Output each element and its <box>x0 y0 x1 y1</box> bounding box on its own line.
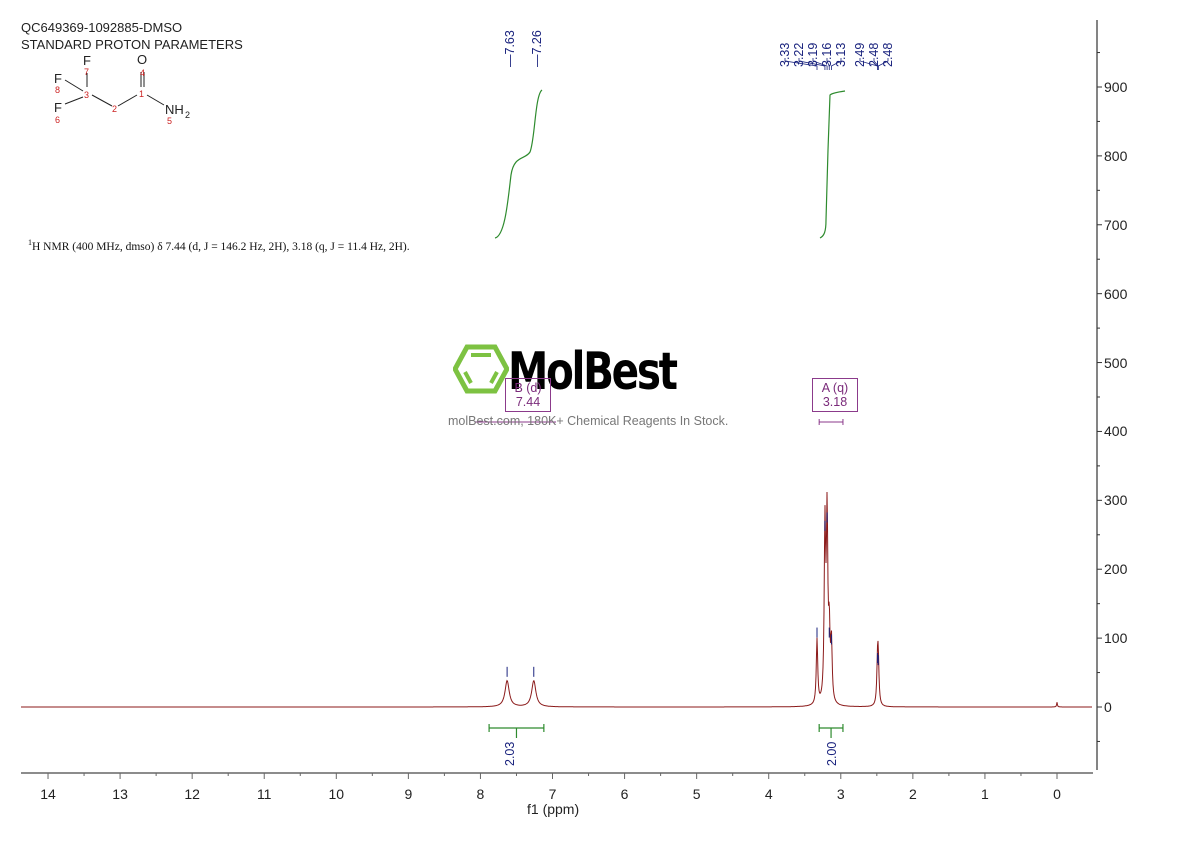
watermark-title: MolBest <box>508 342 678 402</box>
svg-text:2: 2 <box>112 104 117 114</box>
multiplet-a-label: A (q) <box>821 381 849 395</box>
x-tick-label: 1 <box>981 786 989 802</box>
peak-label: 3.16 <box>820 42 834 67</box>
y-tick-label: 500 <box>1104 354 1128 371</box>
peak-label: 3.13 <box>834 42 848 67</box>
svg-text:O: O <box>137 52 147 67</box>
x-tick-label: 10 <box>328 786 345 802</box>
peak-label: —7.26 <box>530 30 544 67</box>
atom-f7: F <box>83 53 91 68</box>
multiplet-a-shift: 3.18 <box>822 395 848 409</box>
integral-label-2: 2.00 <box>825 741 839 766</box>
svg-text:2: 2 <box>185 110 190 120</box>
y-tick-label: 700 <box>1104 216 1128 233</box>
x-tick-label: 6 <box>620 786 629 802</box>
svg-text:F: F <box>54 100 62 115</box>
multiplet-b-box: B (d) 7.44 <box>505 378 551 412</box>
peak-label: 2.49 <box>853 42 867 67</box>
peak-label: 3.22 <box>792 42 806 67</box>
svg-text:4: 4 <box>140 68 145 78</box>
x-tick-label: 14 <box>40 786 56 802</box>
y-tick-label: 800 <box>1104 147 1128 164</box>
peak-label: 3.33 <box>778 42 792 67</box>
x-tick-label: 2 <box>908 786 917 802</box>
x-tick-label: 9 <box>404 786 413 802</box>
svg-text:7: 7 <box>84 67 89 77</box>
x-tick-label: 0 <box>1053 786 1061 802</box>
svg-text:NH: NH <box>165 102 184 117</box>
peak-label: —7.63 <box>503 30 517 67</box>
peak-label: 2.48 <box>867 42 881 67</box>
x-tick-label: 7 <box>548 786 557 802</box>
y-tick-label: 200 <box>1104 561 1128 578</box>
x-tick-label: 4 <box>764 786 773 802</box>
y-tick-label: 0 <box>1104 699 1112 715</box>
molecule-structure: F 7 F 8 3 F 6 2 O 4 1 NH 2 5 <box>54 52 190 126</box>
peak-label: 3.19 <box>806 42 820 67</box>
y-tick-label: 900 <box>1104 78 1128 95</box>
svg-text:3: 3 <box>84 90 89 100</box>
x-tick-label: 12 <box>184 786 200 802</box>
x-tick-label: 11 <box>256 786 272 802</box>
x-tick-label: 8 <box>476 786 485 802</box>
svg-text:8: 8 <box>55 85 60 95</box>
parameters-title: STANDARD PROTON PARAMETERS <box>21 37 243 52</box>
svg-text:F: F <box>54 71 62 86</box>
molbest-logo-icon <box>453 344 509 394</box>
y-tick-label: 100 <box>1104 630 1128 647</box>
sample-id: QC649369-1092885-DMSO <box>21 20 183 35</box>
y-tick-label: 600 <box>1104 285 1128 302</box>
integral-label-1: 2.03 <box>503 741 517 766</box>
x-tick-label: 3 <box>836 786 845 802</box>
y-tick-label: 300 <box>1104 492 1128 509</box>
watermark-subtitle: molBest.com, 180K+ Chemical Reagents In … <box>448 414 729 428</box>
peak-label: 2.48 <box>881 42 895 67</box>
svg-text:5: 5 <box>167 116 172 126</box>
svg-text:6: 6 <box>55 115 60 125</box>
x-axis-title: f1 (ppm) <box>527 801 580 817</box>
x-tick-label: 13 <box>112 786 128 802</box>
multiplet-b-label: B (d) <box>514 381 542 395</box>
y-tick-label: 400 <box>1104 423 1128 440</box>
x-tick-label: 5 <box>692 786 701 802</box>
multiplet-b-shift: 7.44 <box>515 395 541 409</box>
integral-curve-1 <box>494 89 543 239</box>
spectrum-trace <box>21 491 1092 708</box>
svg-text:1: 1 <box>139 89 144 99</box>
nmr-description: 1H NMR (400 MHz, dmso) δ 7.44 (d, J = 14… <box>28 238 410 253</box>
integral-curve-2 <box>819 90 846 239</box>
multiplet-a-box: A (q) 3.18 <box>812 378 858 412</box>
